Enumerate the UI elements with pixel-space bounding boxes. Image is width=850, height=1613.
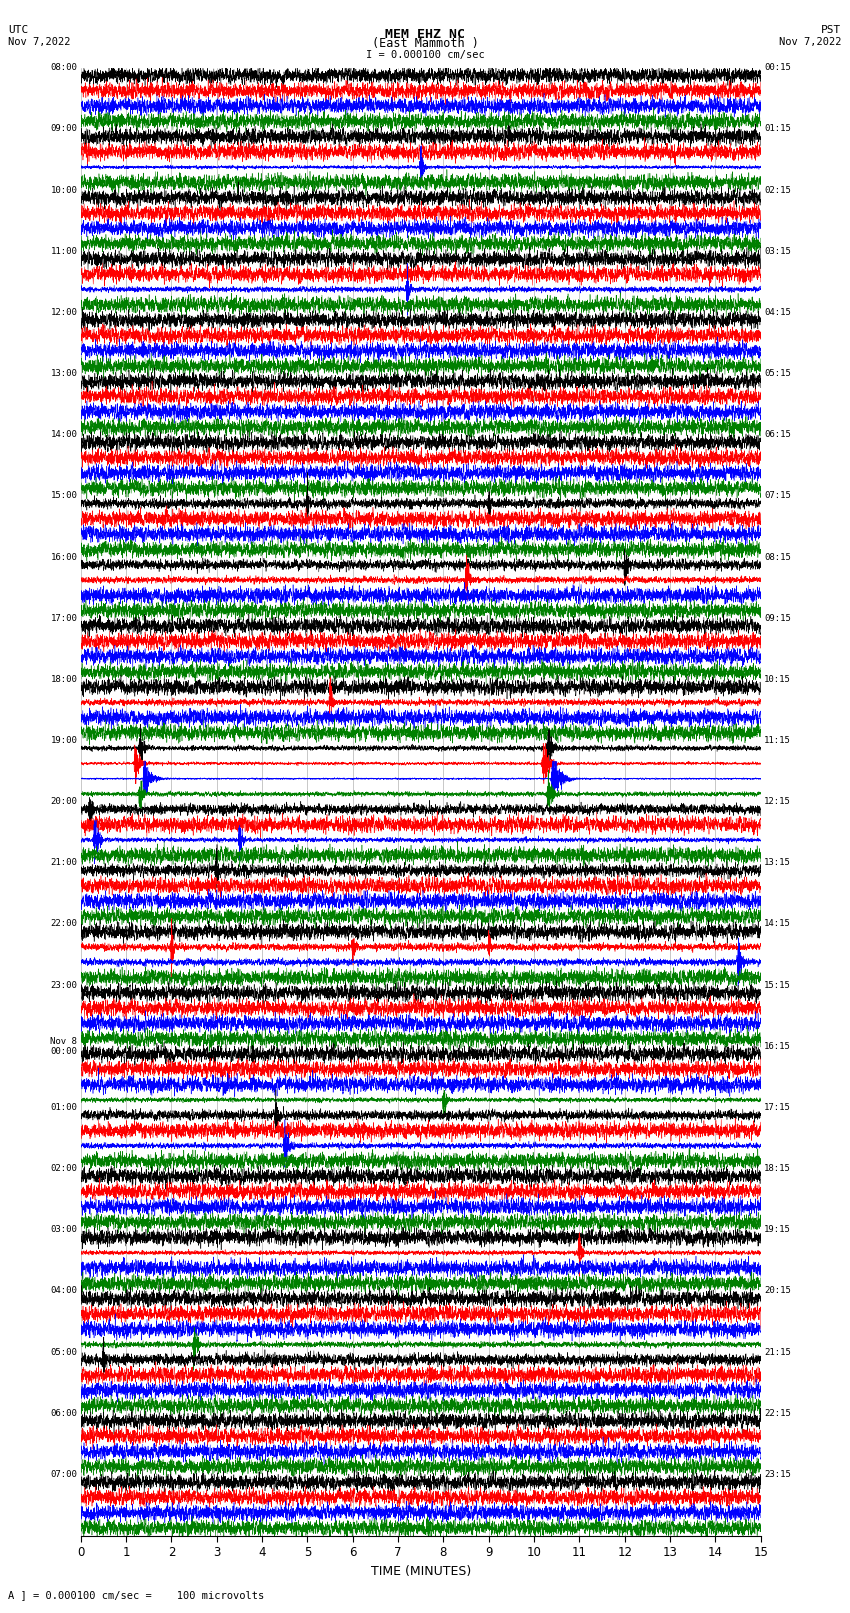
Text: 17:00: 17:00	[50, 613, 77, 623]
Text: 00:15: 00:15	[764, 63, 791, 73]
Text: 12:15: 12:15	[764, 797, 791, 806]
Text: 12:00: 12:00	[50, 308, 77, 316]
Text: I = 0.000100 cm/sec: I = 0.000100 cm/sec	[366, 50, 484, 60]
Text: (East Mammoth ): (East Mammoth )	[371, 37, 479, 50]
Text: 16:15: 16:15	[764, 1042, 791, 1050]
Text: PST: PST	[821, 24, 842, 35]
Text: 05:00: 05:00	[50, 1347, 77, 1357]
Text: 14:00: 14:00	[50, 431, 77, 439]
Text: 01:15: 01:15	[764, 124, 791, 134]
Text: 11:00: 11:00	[50, 247, 77, 256]
Text: 18:15: 18:15	[764, 1165, 791, 1173]
Text: 10:00: 10:00	[50, 185, 77, 195]
Text: 21:00: 21:00	[50, 858, 77, 868]
Text: 14:15: 14:15	[764, 919, 791, 929]
Text: 09:15: 09:15	[764, 613, 791, 623]
Text: 22:15: 22:15	[764, 1408, 791, 1418]
Text: 02:15: 02:15	[764, 185, 791, 195]
X-axis label: TIME (MINUTES): TIME (MINUTES)	[371, 1565, 471, 1578]
Text: 13:15: 13:15	[764, 858, 791, 868]
Text: 20:00: 20:00	[50, 797, 77, 806]
Text: 15:15: 15:15	[764, 981, 791, 990]
Text: Nov 7,2022: Nov 7,2022	[8, 37, 71, 47]
Text: 23:00: 23:00	[50, 981, 77, 990]
Text: 06:00: 06:00	[50, 1408, 77, 1418]
Text: 04:15: 04:15	[764, 308, 791, 316]
Text: 17:15: 17:15	[764, 1103, 791, 1111]
Text: MEM EHZ NC: MEM EHZ NC	[385, 27, 465, 40]
Text: 19:00: 19:00	[50, 736, 77, 745]
Text: 23:15: 23:15	[764, 1469, 791, 1479]
Text: 09:00: 09:00	[50, 124, 77, 134]
Text: Nov 7,2022: Nov 7,2022	[779, 37, 842, 47]
Text: 19:15: 19:15	[764, 1226, 791, 1234]
Text: A ] = 0.000100 cm/sec =    100 microvolts: A ] = 0.000100 cm/sec = 100 microvolts	[8, 1590, 264, 1600]
Text: 08:15: 08:15	[764, 553, 791, 561]
Text: 10:15: 10:15	[764, 674, 791, 684]
Text: 21:15: 21:15	[764, 1347, 791, 1357]
Text: 01:00: 01:00	[50, 1103, 77, 1111]
Text: 03:00: 03:00	[50, 1226, 77, 1234]
Text: 04:00: 04:00	[50, 1287, 77, 1295]
Text: 07:15: 07:15	[764, 492, 791, 500]
Text: 08:00: 08:00	[50, 63, 77, 73]
Text: 03:15: 03:15	[764, 247, 791, 256]
Text: 15:00: 15:00	[50, 492, 77, 500]
Text: 07:00: 07:00	[50, 1469, 77, 1479]
Text: Nov 8
00:00: Nov 8 00:00	[50, 1037, 77, 1057]
Text: 22:00: 22:00	[50, 919, 77, 929]
Text: 06:15: 06:15	[764, 431, 791, 439]
Text: 05:15: 05:15	[764, 369, 791, 377]
Text: UTC: UTC	[8, 24, 29, 35]
Text: 11:15: 11:15	[764, 736, 791, 745]
Text: 18:00: 18:00	[50, 674, 77, 684]
Text: 13:00: 13:00	[50, 369, 77, 377]
Text: 20:15: 20:15	[764, 1287, 791, 1295]
Text: 16:00: 16:00	[50, 553, 77, 561]
Text: 02:00: 02:00	[50, 1165, 77, 1173]
